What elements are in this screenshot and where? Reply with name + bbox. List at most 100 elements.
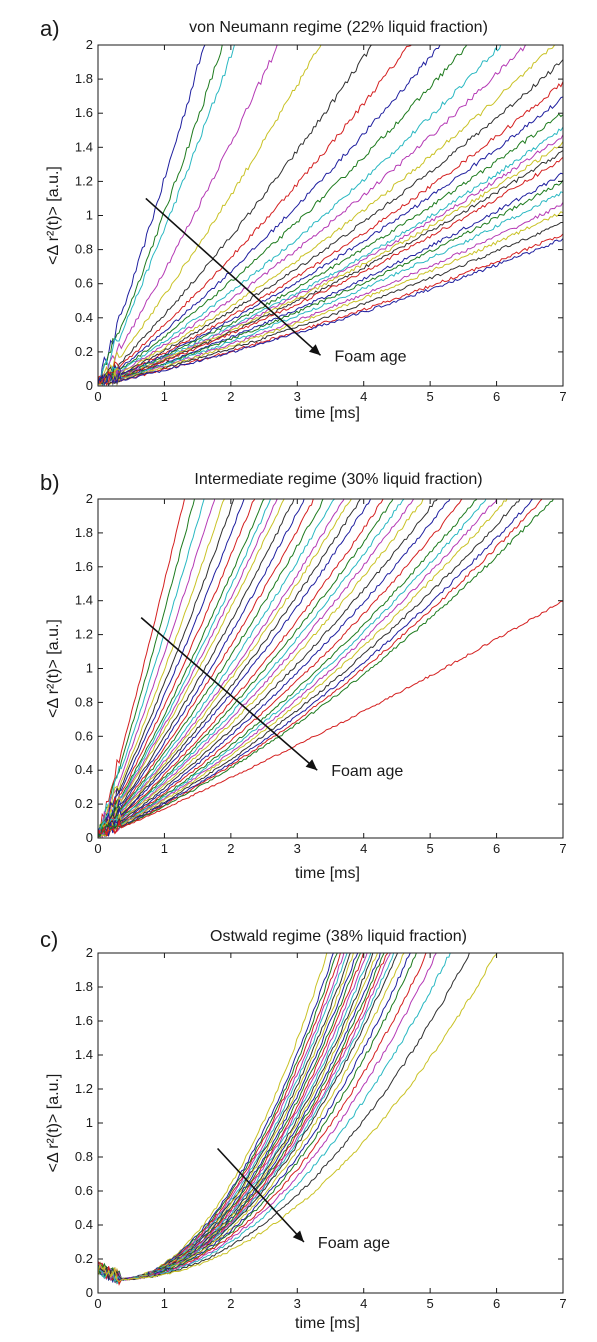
- series-line-18: [98, 953, 389, 1285]
- y-tick-label: 0.2: [75, 1251, 93, 1266]
- series-line-10: [98, 953, 361, 1284]
- series-line-38: [98, 600, 563, 837]
- y-tick-label: 0.4: [75, 1217, 93, 1232]
- y-tick-label: 0: [86, 1285, 93, 1300]
- x-tick-label: 0: [94, 389, 101, 404]
- y-tick-label: 0.8: [75, 242, 93, 257]
- series-line-9: [98, 499, 266, 837]
- series-line-24: [98, 191, 563, 386]
- x-tick-label: 3: [294, 389, 301, 404]
- series-line-28: [98, 953, 470, 1281]
- series-line-25: [98, 499, 415, 836]
- series-line-11: [98, 499, 278, 834]
- x-tick-label: 7: [559, 841, 566, 856]
- y-tick-label: 1: [86, 661, 93, 676]
- series-line-37: [98, 499, 554, 838]
- series-line-8: [98, 45, 441, 384]
- series-line-17: [98, 953, 385, 1283]
- series-line-13: [98, 499, 295, 836]
- series-line-15: [98, 499, 314, 838]
- series-line-12: [98, 45, 556, 385]
- series-line-24: [98, 953, 417, 1282]
- y-tick-label: 1.8: [75, 525, 93, 540]
- arrow-line: [140, 617, 318, 771]
- y-tick-label: 2: [86, 945, 93, 960]
- annotation-foam-age: Foam age: [331, 763, 403, 780]
- x-tick-label: 0: [94, 1296, 101, 1311]
- series-line-6: [98, 499, 235, 833]
- y-tick-label: 1.6: [75, 1013, 93, 1028]
- series-line-19: [98, 141, 563, 386]
- y-tick-label: 0.8: [75, 694, 93, 709]
- series-line-11: [98, 45, 527, 386]
- series-line-25: [98, 953, 428, 1286]
- series-line-7: [98, 45, 412, 386]
- plot-frame: [97, 44, 564, 387]
- series-line-2: [98, 45, 223, 385]
- x-tick-label: 4: [360, 1296, 367, 1311]
- y-axis-label: <Δ r²(t)> [a.u.]: [45, 166, 62, 265]
- x-tick-label: 0: [94, 841, 101, 856]
- series-line-3: [98, 499, 205, 838]
- x-tick-label: 4: [360, 841, 367, 856]
- annotation-foam-age: Foam age: [318, 1235, 390, 1252]
- x-tick-label: 1: [161, 1296, 168, 1311]
- x-tick-label: 6: [493, 1296, 500, 1311]
- x-tick-label: 5: [427, 841, 434, 856]
- x-tick-label: 7: [559, 389, 566, 404]
- chart-panel-b: 0 1 2 3 4 5 6 7 0 0.2 0.4 0.6 0.8 1 1.2 1.4 1.6 1.8 2 Inter…: [40, 470, 567, 882]
- series-line-5: [98, 45, 322, 383]
- y-tick-label: 0: [86, 378, 93, 393]
- series-line-17: [98, 499, 336, 835]
- y-tick-label: 0.2: [75, 796, 93, 811]
- series-line-10: [98, 499, 271, 836]
- y-tick-label: 1.2: [75, 1081, 93, 1096]
- series-line-24: [98, 499, 405, 838]
- series-line-4: [98, 953, 341, 1285]
- series-line-4: [98, 499, 216, 838]
- series-line-33: [98, 499, 508, 837]
- series-line-34: [98, 499, 521, 837]
- series-line-20: [98, 953, 395, 1284]
- series-line-8: [98, 499, 256, 837]
- y-axis-label: <Δ r²(t)> [a.u.]: [45, 619, 62, 718]
- y-tick-label: 1.2: [75, 627, 93, 642]
- y-tick-label: 0.2: [75, 344, 93, 359]
- arrow-head: [292, 1230, 304, 1242]
- series-line-27: [98, 499, 439, 838]
- y-tick-label: 1.2: [75, 173, 93, 188]
- series-line-3: [98, 45, 235, 384]
- series-line-11: [98, 953, 364, 1281]
- series-line-23: [98, 953, 411, 1284]
- series-line-31: [98, 499, 487, 838]
- x-tick-label: 1: [161, 389, 168, 404]
- series-line-25: [98, 202, 563, 386]
- curves: [98, 499, 563, 838]
- series-line-20: [98, 499, 362, 834]
- series-line-19: [98, 499, 352, 837]
- y-axis-label: <Δ r²(t)> [a.u.]: [45, 1074, 62, 1173]
- series-line-9: [98, 45, 468, 383]
- series-line-21: [98, 156, 563, 384]
- curves: [98, 45, 563, 386]
- y-tick-label: 2: [86, 37, 93, 52]
- x-axis-label: time [ms]: [295, 865, 360, 882]
- series-line-14: [98, 953, 374, 1283]
- annotation-foam-age: Foam age: [335, 348, 407, 365]
- series-line-26: [98, 211, 563, 386]
- y-tick-label: 1.4: [75, 593, 93, 608]
- series-line-29: [98, 499, 464, 838]
- panel-label: c): [40, 927, 58, 952]
- chart-panel-c: 0 1 2 3 4 5 6 7 0 0.2 0.4 0.6 0.8 1 1.2 1.4 1.6 1.8 2 Ostwa…: [40, 927, 567, 1332]
- series-line-29: [98, 238, 563, 386]
- series-line-16: [98, 113, 563, 386]
- y-tick-label: 0.8: [75, 1149, 93, 1164]
- panel-label: b): [40, 470, 60, 495]
- series-line-22: [98, 172, 563, 386]
- chart-title: Ostwald regime (38% liquid fraction): [210, 928, 467, 945]
- x-tick-label: 5: [427, 1296, 434, 1311]
- series-line-35: [98, 499, 534, 838]
- x-axis-label: time [ms]: [295, 405, 360, 422]
- y-tick-label: 1.4: [75, 139, 93, 154]
